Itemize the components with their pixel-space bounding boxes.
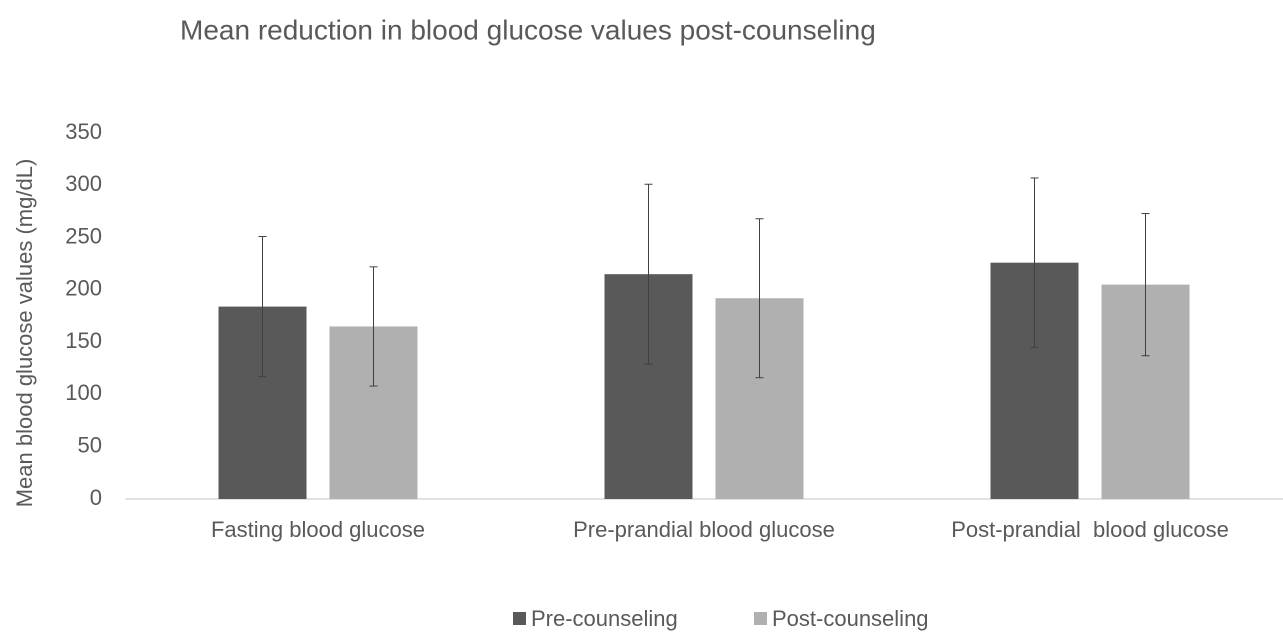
error-bar (258, 236, 267, 378)
chart-title: Mean reduction in blood glucose values p… (180, 14, 876, 45)
error-bar (1141, 213, 1150, 357)
legend-label: Pre-counseling (531, 606, 678, 631)
legend-label: Post-counseling (772, 606, 929, 631)
y-tick-label: 250 (65, 223, 102, 248)
x-tick-label: Fasting blood glucose (211, 517, 425, 542)
legend-swatch (754, 612, 767, 625)
error-bar (369, 266, 378, 387)
y-axis-label: Mean blood glucose values (mg/dL) (12, 159, 37, 508)
error-bar (1030, 177, 1039, 348)
y-tick-label: 0 (90, 485, 102, 510)
legend-swatch (513, 612, 526, 625)
error-bar (755, 218, 764, 379)
y-tick-label: 350 (65, 119, 102, 144)
x-tick-label: Post-prandial blood glucose (951, 517, 1229, 542)
y-tick-label: 300 (65, 171, 102, 196)
y-tick-label: 200 (65, 276, 102, 301)
x-tick-label: Pre-prandial blood glucose (573, 517, 835, 542)
y-tick-label: 50 (78, 433, 102, 458)
y-tick-label: 100 (65, 380, 102, 405)
y-tick-label: 150 (65, 328, 102, 353)
error-bar (644, 183, 653, 365)
